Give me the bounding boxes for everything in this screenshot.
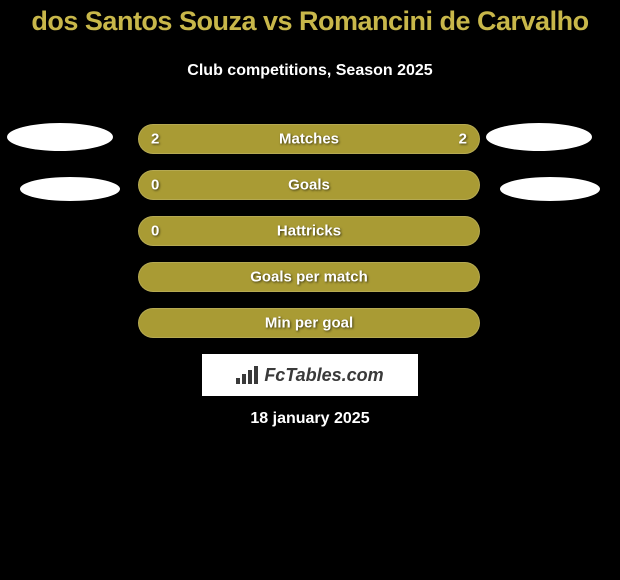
- stat-label: Goals per match: [139, 269, 479, 286]
- decorative-ellipse: [486, 123, 592, 151]
- decorative-ellipse: [20, 177, 120, 201]
- stat-value-left: 0: [151, 223, 159, 240]
- date-label: 18 january 2025: [0, 410, 620, 428]
- comparison-rows: Matches22Goals0Hattricks0Goals per match…: [138, 116, 480, 346]
- comparison-row: Goals0: [138, 162, 480, 208]
- comparison-row: Matches2 2: [138, 116, 480, 162]
- stat-bar: Matches2 2: [138, 124, 480, 154]
- stat-label: Hattricks: [139, 223, 479, 240]
- stat-value-right: 2: [459, 131, 467, 148]
- comparison-row: Min per goal: [138, 300, 480, 346]
- stat-label: Min per goal: [139, 315, 479, 332]
- decorative-ellipse: [500, 177, 600, 201]
- stat-bar: Hattricks0: [138, 216, 480, 246]
- comparison-row: Goals per match: [138, 254, 480, 300]
- stat-bar: Goals per match: [138, 262, 480, 292]
- stat-bar: Min per goal: [138, 308, 480, 338]
- stat-value-left: 2: [151, 131, 159, 148]
- stat-bar: Goals0: [138, 170, 480, 200]
- watermark-badge: FcTables.com: [202, 354, 418, 396]
- stat-label: Matches: [139, 131, 479, 148]
- subtitle: Club competitions, Season 2025: [0, 62, 620, 80]
- stat-value-left: 0: [151, 177, 159, 194]
- page-title: dos Santos Souza vs Romancini de Carvalh…: [0, 0, 620, 37]
- watermark-text: FcTables.com: [264, 365, 383, 386]
- comparison-row: Hattricks0: [138, 208, 480, 254]
- bars-icon: [236, 366, 258, 384]
- stat-label: Goals: [139, 177, 479, 194]
- decorative-ellipse: [7, 123, 113, 151]
